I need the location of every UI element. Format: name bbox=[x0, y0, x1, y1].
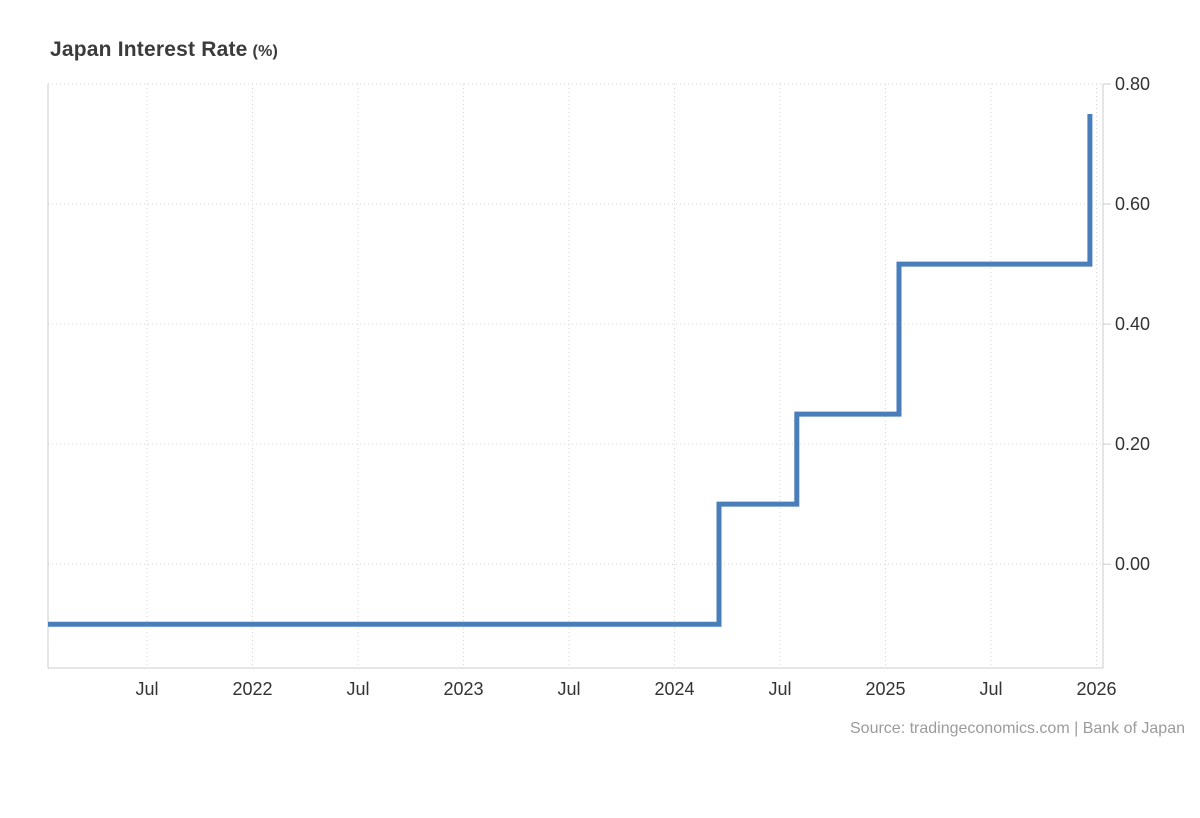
y-tick-label: 0.20 bbox=[1115, 434, 1150, 454]
x-tick-label: 2022 bbox=[232, 679, 272, 699]
x-tick-label: Jul bbox=[346, 679, 369, 699]
plot-area[interactable]: 0.00 0.20 0.40 0.60 0.80 Jul 2022 Jul 2023 Jul 202… bbox=[0, 0, 1200, 760]
x-tick-label: 2026 bbox=[1076, 679, 1116, 699]
y-tick-label: 0.40 bbox=[1115, 314, 1150, 334]
chart-title: Japan Interest Rate (%) bbox=[50, 38, 278, 62]
y-tick-label: 0.00 bbox=[1115, 554, 1150, 574]
x-tick-label: 2023 bbox=[443, 679, 483, 699]
x-tick-label: Jul bbox=[557, 679, 580, 699]
rate-step-line bbox=[48, 114, 1093, 627]
x-tick-label: 2025 bbox=[865, 679, 905, 699]
x-tick-label: Jul bbox=[979, 679, 1002, 699]
source-credit: Source: tradingeconomics.com | Bank of J… bbox=[850, 720, 1185, 737]
chart-title-text: Japan Interest Rate bbox=[50, 38, 248, 61]
y-tick-label: 0.60 bbox=[1115, 194, 1150, 214]
y-tick-label: 0.80 bbox=[1115, 74, 1150, 94]
x-tick-label: Jul bbox=[135, 679, 158, 699]
x-tick-label: 2024 bbox=[654, 679, 694, 699]
chart-title-unit: (%) bbox=[252, 43, 279, 60]
x-tick-label: Jul bbox=[768, 679, 791, 699]
